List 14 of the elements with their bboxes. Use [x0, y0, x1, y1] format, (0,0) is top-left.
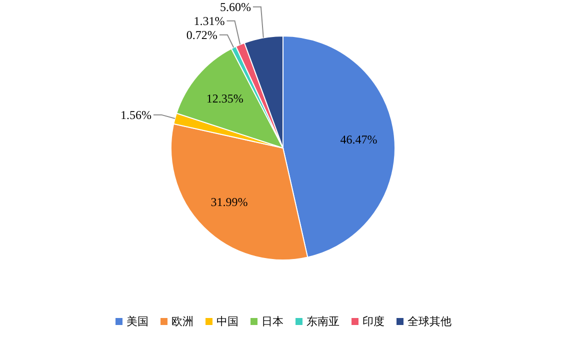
legend-label: 全球其他 [408, 315, 452, 328]
legend-label: 日本 [262, 315, 284, 328]
legend-label: 中国 [216, 315, 238, 328]
data-label: 1.31% [194, 14, 225, 28]
data-label: 1.56% [120, 108, 152, 122]
data-label: 12.35% [206, 92, 244, 106]
legend-label: 东南亚 [306, 315, 340, 328]
data-label: 0.72% [186, 28, 218, 42]
legend-label: 印度 [362, 315, 384, 328]
data-label: 31.99% [210, 194, 248, 209]
data-label: 46.47% [340, 132, 378, 147]
legend-label: 美国 [126, 315, 148, 328]
legend-label: 欧洲 [172, 315, 194, 328]
data-label: 5.60% [220, 0, 251, 14]
